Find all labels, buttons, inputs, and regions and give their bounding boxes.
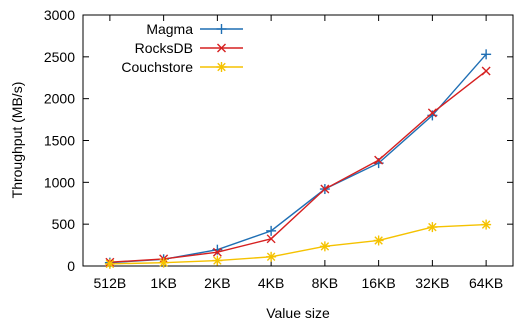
- legend-marker-rocksdb: [217, 43, 226, 53]
- x-tick-label: 64KB: [469, 275, 503, 291]
- data-point-rocksdb: [266, 234, 276, 244]
- legend-label-magma: Magma: [146, 21, 193, 37]
- y-tick-label: 0: [67, 258, 75, 274]
- series-line-couchstore: [109, 223, 487, 265]
- data-point-rocksdb: [212, 247, 222, 257]
- x-tick-label: 8KB: [312, 275, 338, 291]
- data-point-couchstore: [481, 219, 492, 230]
- x-axis-title: Value size: [266, 305, 330, 321]
- data-point-couchstore: [373, 235, 384, 246]
- y-tick-label: 1000: [44, 174, 75, 190]
- data-point-rocksdb: [320, 184, 330, 194]
- data-point-rocksdb: [427, 108, 437, 118]
- axis-ticks: 0 500 1000 1500 2000 2500 3000 512B 1KB 2KB 4KB 8KB…: [44, 7, 513, 291]
- series-line-rocksdb: [109, 70, 487, 263]
- x-tick-label: 32KB: [415, 275, 449, 291]
- data-point-couchstore: [266, 251, 277, 262]
- data-point-couchstore: [104, 258, 115, 269]
- series-group: [104, 49, 492, 269]
- y-tick-label: 1500: [44, 133, 75, 149]
- data-point-couchstore: [427, 222, 438, 233]
- legend-marker-couchstore: [216, 62, 227, 72]
- data-point-magma: [481, 49, 492, 60]
- legend-label-couchstore: Couchstore: [121, 59, 193, 75]
- data-point-rocksdb: [481, 66, 491, 76]
- legend: Magma RocksDB Couchstore: [121, 21, 243, 75]
- y-axis-title: Throughput (MB/s): [9, 82, 25, 199]
- data-point-couchstore: [158, 257, 169, 268]
- y-tick-label: 2500: [44, 49, 75, 65]
- x-tick-label: 512B: [94, 275, 127, 291]
- data-point-couchstore: [319, 241, 330, 252]
- y-tick-label: 2000: [44, 91, 75, 107]
- series-line-magma: [109, 53, 487, 264]
- x-tick-label: 1KB: [150, 275, 176, 291]
- data-point-rocksdb: [374, 155, 384, 165]
- x-tick-label: 4KB: [258, 275, 284, 291]
- x-tick-label: 2KB: [204, 275, 230, 291]
- y-tick-label: 500: [52, 216, 76, 232]
- data-point-couchstore: [212, 255, 223, 266]
- legend-label-rocksdb: RocksDB: [135, 40, 193, 56]
- data-point-magma: [266, 225, 277, 236]
- y-tick-label: 3000: [44, 7, 75, 23]
- x-tick-label: 16KB: [362, 275, 396, 291]
- legend-marker-magma: [216, 24, 227, 34]
